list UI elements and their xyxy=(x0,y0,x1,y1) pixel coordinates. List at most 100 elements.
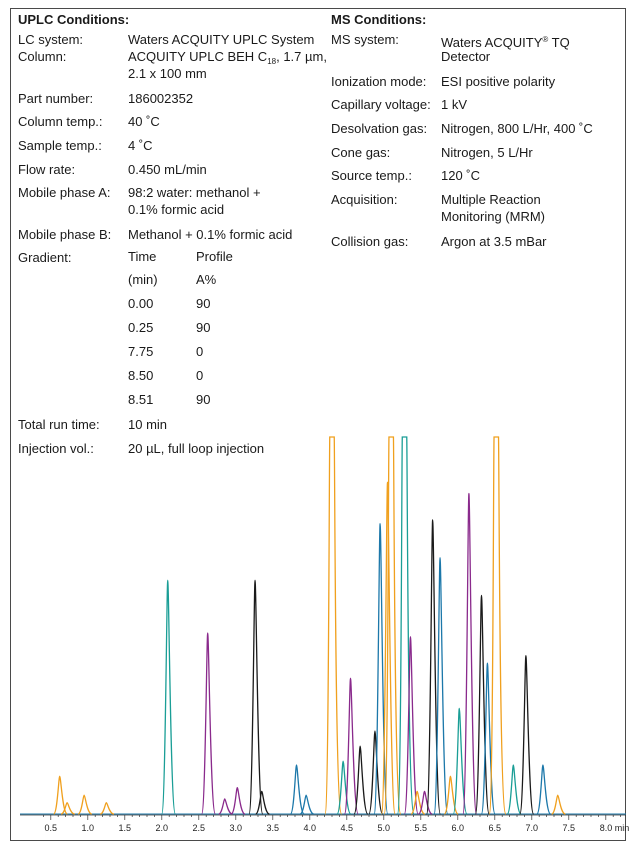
chromatogram-peak xyxy=(218,798,233,815)
gradient-unit-profile: A% xyxy=(196,272,217,287)
ionization-value: ESI positive polarity xyxy=(441,74,556,89)
collision-gas-value: Argon at 3.5 mBar xyxy=(441,234,547,249)
chromatogram-peak xyxy=(336,760,352,815)
x-tick-label: 2.5 xyxy=(193,823,206,833)
chromatogram-peak xyxy=(488,436,507,815)
chromatogram-peak xyxy=(506,764,522,815)
x-tick-label: 5.0 xyxy=(378,823,391,833)
chromatogram-peak xyxy=(353,745,369,815)
sample-temp-label: Sample temp.: xyxy=(18,138,102,153)
gradient-label: Gradient: xyxy=(18,250,72,265)
column-value-line-2: 2.1 x 100 mm xyxy=(128,66,207,81)
part-number-label: Part number: xyxy=(18,91,94,106)
source-temp-value: 120 ˚C xyxy=(441,168,481,183)
chromatogram-peak xyxy=(536,764,552,815)
gradient-time-cell: 8.50 xyxy=(128,368,154,383)
ms-system-suffix: TQ xyxy=(548,35,570,50)
x-tick-label: 3.0 xyxy=(230,823,243,833)
chromatogram-peak xyxy=(417,790,433,815)
x-tick-label: 1.0 xyxy=(82,823,95,833)
x-tick-label: 2.0 xyxy=(156,823,169,833)
chromatogram-peak xyxy=(100,802,115,815)
uplc-heading: UPLC Conditions: xyxy=(18,12,130,27)
capillary-value: 1 kV xyxy=(441,97,468,112)
x-tick-label: 0.5 xyxy=(45,823,58,833)
mobile-phase-b-value: Methanol + 0.1% formic acid xyxy=(128,227,293,242)
column-value-subscript: 18 xyxy=(267,57,277,66)
chromatogram-peak xyxy=(519,655,535,815)
source-temp-label: Source temp.: xyxy=(331,168,412,183)
chromatogram-peak xyxy=(383,436,402,815)
ms-system-label: MS system: xyxy=(331,32,399,47)
column-value-line-1: ACQUITY UPLC BEH C18, 1.7 µm, xyxy=(128,48,327,70)
gradient-time-cell: 0.00 xyxy=(128,296,154,311)
ms-heading: MS Conditions: xyxy=(331,12,427,27)
desolvation-value: Nitrogen, 800 L/Hr, 400 ˚C xyxy=(441,121,593,136)
run-time-label: Total run time: xyxy=(18,417,100,432)
registered-mark: ® xyxy=(542,35,549,44)
ms-system-value-line-2: Detector xyxy=(441,49,491,64)
chromatogram-peak xyxy=(299,794,315,815)
x-tick-label: 6.5 xyxy=(489,823,502,833)
gradient-profile-cell: 90 xyxy=(196,392,211,407)
figure-frame xyxy=(10,8,626,841)
chromatogram-peak xyxy=(433,556,449,815)
column-value-name: ACQUITY UPLC BEH C xyxy=(128,49,268,64)
chromatogram-peak xyxy=(452,707,468,815)
chromatogram-peak xyxy=(255,790,270,815)
x-tick-label: 1.5 xyxy=(119,823,132,833)
acquisition-value-1: Multiple Reaction xyxy=(441,192,541,207)
x-tick-label: 3.5 xyxy=(267,823,280,833)
ms-system-name: Waters ACQUITY xyxy=(441,35,543,50)
mobile-phase-a-value-2: 0.1% formic acid xyxy=(128,202,225,217)
gradient-time-cell: 8.51 xyxy=(128,392,154,407)
chromatogram-peak xyxy=(368,730,384,815)
chromatogram-peak xyxy=(396,436,415,815)
column-temp-value: 40 ˚C xyxy=(128,114,160,129)
x-axis-ticks: 0.5 1.0 1.5 2.0 2.5 3.0 3.5 4.0 4.5 5.0 5.5 6.0 6.5 7… xyxy=(43,815,629,833)
lc-system-value: Waters ACQUITY UPLC System xyxy=(128,32,315,47)
desolvation-label: Desolvation gas: xyxy=(331,121,428,136)
chromatogram-peak xyxy=(289,764,305,815)
chromatogram-peak xyxy=(462,492,478,815)
lc-system-label: LC system: xyxy=(18,32,84,47)
chromatogram-peak xyxy=(324,436,343,815)
chromatogram-peak xyxy=(230,786,246,815)
chromatogram-peak xyxy=(403,636,419,815)
flow-rate-label: Flow rate: xyxy=(18,162,76,177)
mobile-phase-a-value-1: 98:2 water: methanol + xyxy=(128,185,261,200)
gradient-time-cell: 0.25 xyxy=(128,320,154,335)
gradient-head-time: Time xyxy=(128,249,157,264)
chromatogram-peak xyxy=(161,579,177,815)
gradient-time-cell: 7.75 xyxy=(128,344,154,359)
chromatogram-peak xyxy=(201,632,216,815)
gradient-profile-cell: 90 xyxy=(196,320,211,335)
capillary-label: Capillary voltage: xyxy=(331,97,431,112)
column-value-particle: , 1.7 µm, xyxy=(276,49,327,64)
gradient-head-profile: Profile xyxy=(196,249,233,264)
cone-gas-value: Nitrogen, 5 L/Hr xyxy=(441,145,533,160)
acquisition-label: Acquisition: xyxy=(331,192,398,207)
run-time-value: 10 min xyxy=(128,417,168,432)
gradient-profile-cell: 0 xyxy=(196,344,204,359)
injection-value: 20 µL, full loop injection xyxy=(128,441,265,456)
gradient-unit-time: (min) xyxy=(128,272,158,287)
chromatogram-peak xyxy=(248,579,264,815)
chromatogram-peak xyxy=(343,677,359,815)
chromatogram-peak xyxy=(77,794,93,815)
column-temp-label: Column temp.: xyxy=(18,114,103,129)
x-tick-label: 5.5 xyxy=(415,823,428,833)
x-tick-label: 6.0 xyxy=(452,823,465,833)
x-tick-label: 4.0 xyxy=(304,823,317,833)
x-tick-label: 7.0 xyxy=(526,823,539,833)
x-tick-label: 7.5 xyxy=(563,823,576,833)
column-label: Column: xyxy=(18,49,67,64)
chromatogram-peak xyxy=(53,775,68,815)
mobile-phase-b-label: Mobile phase B: xyxy=(18,227,112,242)
chromatogram-peak xyxy=(551,794,566,815)
part-number-value: 186002352 xyxy=(128,91,194,106)
chromatogram-peak xyxy=(380,481,396,815)
x-tick-label: 8.0 min xyxy=(600,823,630,833)
ionization-label: Ionization mode: xyxy=(331,74,427,89)
